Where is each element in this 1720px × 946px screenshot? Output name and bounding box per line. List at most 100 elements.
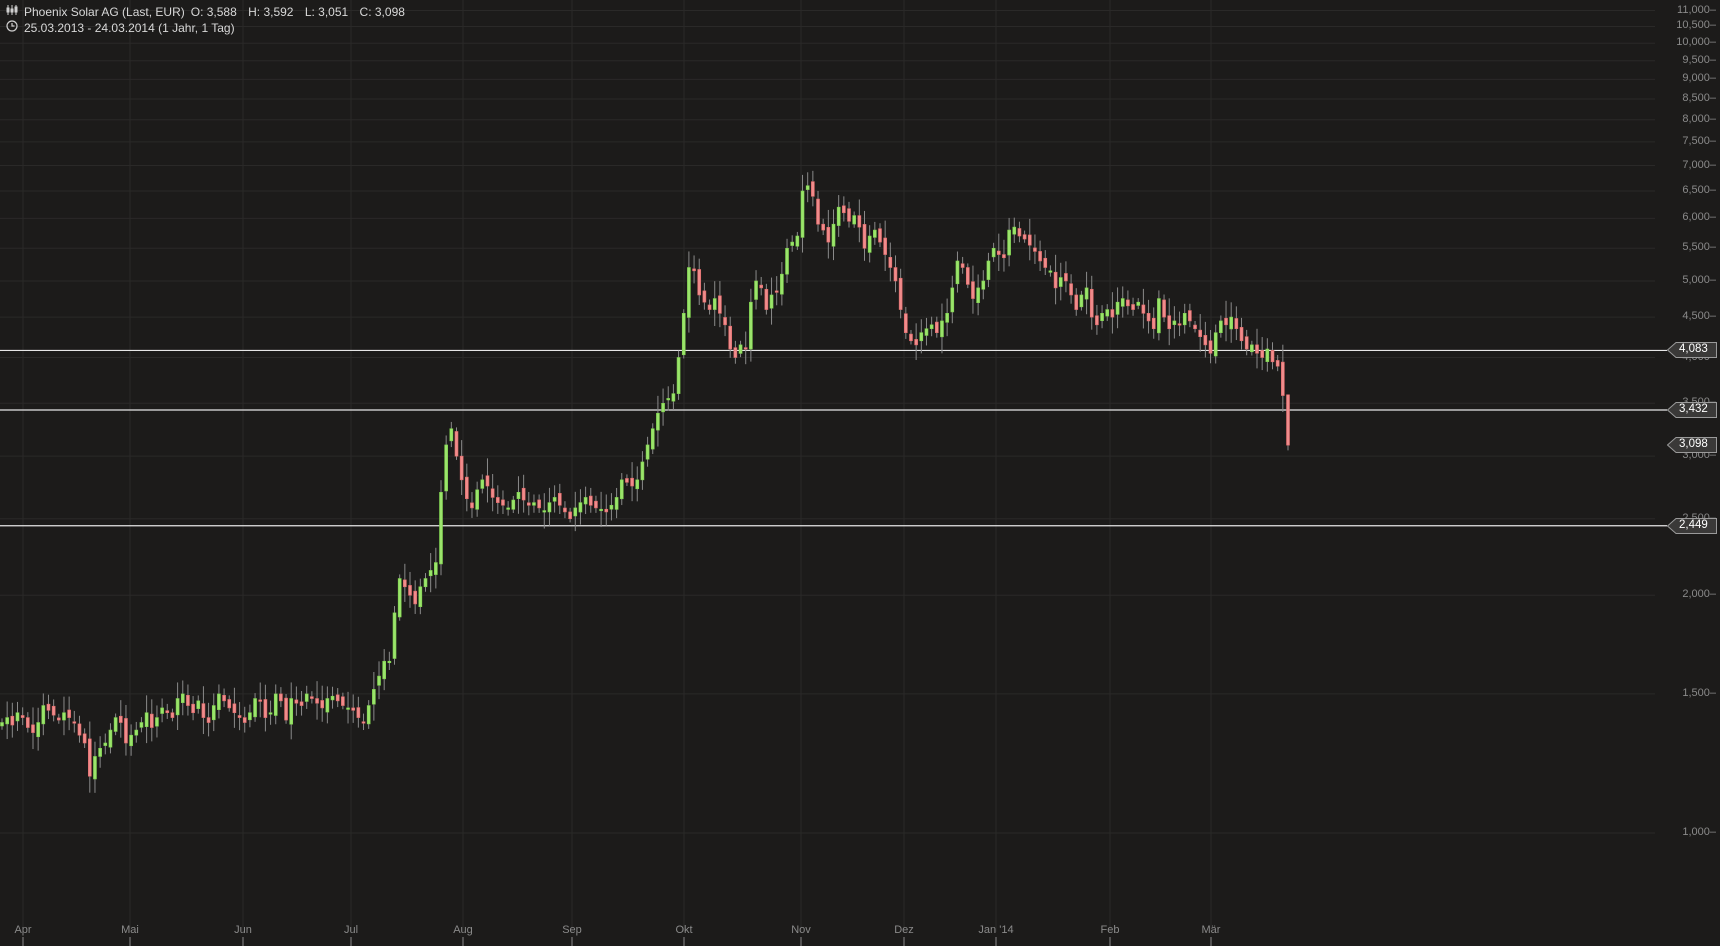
price-badge: 3,098 bbox=[1666, 437, 1717, 454]
candle-down bbox=[496, 497, 500, 503]
candle-down bbox=[26, 717, 30, 728]
date-range-row[interactable]: 25.03.2013 - 24.03.2014 (1 Jahr, 1 Tag) bbox=[6, 20, 235, 35]
candle-down bbox=[821, 223, 825, 231]
candle-down bbox=[341, 696, 345, 706]
date-range: 25.03.2013 - 24.03.2014 (1 Jahr, 1 Tag) bbox=[24, 20, 235, 35]
candle-up bbox=[93, 756, 97, 780]
high-value: H: 3,592 bbox=[248, 4, 294, 19]
candle-up bbox=[1172, 320, 1177, 325]
candle-down bbox=[124, 718, 128, 744]
price-badge: 4,083 bbox=[1666, 342, 1717, 359]
candle-down bbox=[87, 738, 92, 777]
badge-value: 3,432 bbox=[1679, 403, 1708, 416]
candle-down bbox=[454, 431, 459, 457]
candle-up bbox=[325, 698, 330, 713]
y-tick-label: 8,000– bbox=[1682, 112, 1716, 125]
badge-value: 4,083 bbox=[1679, 343, 1708, 356]
candle-up bbox=[981, 280, 986, 290]
candle-down bbox=[1244, 336, 1249, 350]
candle-up bbox=[108, 729, 113, 748]
candle-up bbox=[511, 499, 516, 510]
candle-down bbox=[996, 250, 1001, 255]
candle-up bbox=[346, 707, 350, 710]
candle-down bbox=[526, 502, 531, 506]
candle-down bbox=[1043, 257, 1048, 268]
x-tick-label: Nov bbox=[791, 924, 811, 936]
y-tick-label: 11,000– bbox=[1677, 3, 1716, 16]
candle-down bbox=[279, 693, 283, 702]
candle-down bbox=[1074, 294, 1079, 310]
candle-down bbox=[201, 703, 206, 718]
candle-up bbox=[382, 660, 386, 680]
candle-down bbox=[470, 502, 474, 509]
badge-arrow-shape bbox=[1666, 437, 1717, 454]
candle-up bbox=[687, 267, 691, 318]
candle-down bbox=[118, 715, 123, 723]
candle-down bbox=[1286, 394, 1290, 446]
x-tick-label: Sep bbox=[562, 924, 582, 936]
candle-up bbox=[0, 722, 4, 727]
x-tick-label: Aug bbox=[453, 924, 473, 936]
candle-down bbox=[774, 290, 779, 293]
candle-down bbox=[490, 488, 495, 498]
candle-down bbox=[1151, 317, 1156, 330]
candle-up bbox=[180, 693, 185, 703]
candle-up bbox=[103, 742, 108, 746]
candle-down bbox=[816, 198, 820, 225]
candle-down bbox=[1162, 299, 1166, 318]
badge-arrow-shape bbox=[1666, 342, 1717, 359]
candle-up bbox=[377, 675, 381, 686]
candle-down bbox=[31, 724, 35, 733]
candle-down bbox=[1177, 323, 1182, 326]
candle-down bbox=[242, 717, 247, 723]
x-axis-ticks bbox=[22, 937, 1212, 946]
candle-down bbox=[563, 507, 567, 513]
candle-up bbox=[1250, 344, 1254, 353]
candle-down bbox=[1255, 344, 1259, 354]
candle-up bbox=[542, 510, 547, 513]
candle-down bbox=[537, 499, 541, 509]
candle-up bbox=[754, 280, 758, 300]
candle-up bbox=[769, 294, 774, 309]
candle-down bbox=[361, 721, 366, 724]
candle-up bbox=[304, 693, 309, 702]
candle-up bbox=[211, 705, 216, 721]
candle-up bbox=[41, 705, 46, 725]
badge-arrow-shape bbox=[1666, 517, 1717, 534]
candle-down bbox=[294, 699, 299, 704]
candle-down bbox=[743, 347, 748, 350]
candle-up bbox=[36, 722, 40, 738]
candle-up bbox=[372, 689, 376, 705]
candle-down bbox=[811, 181, 815, 197]
candle-down bbox=[72, 721, 77, 724]
candle-up bbox=[1229, 316, 1233, 330]
horizontal-price-lines[interactable] bbox=[0, 349, 1667, 527]
candle-down bbox=[186, 695, 190, 706]
candle-up bbox=[1213, 332, 1218, 357]
candle-down bbox=[521, 487, 526, 501]
candle-up bbox=[439, 492, 443, 565]
candle-down bbox=[67, 709, 71, 718]
candle-up bbox=[516, 492, 521, 499]
candle-down bbox=[1095, 315, 1099, 326]
candle-down bbox=[1281, 361, 1285, 396]
y-tick-label: 10,500– bbox=[1676, 19, 1716, 32]
candle-up bbox=[650, 428, 655, 450]
x-tick-label: Mai bbox=[121, 924, 139, 936]
candle-down bbox=[568, 511, 572, 520]
candle-up bbox=[196, 700, 201, 709]
candle-down bbox=[320, 700, 325, 709]
candle-up bbox=[444, 444, 448, 492]
candle-down bbox=[258, 699, 263, 702]
candle-down bbox=[149, 713, 154, 728]
candle-up bbox=[785, 247, 789, 275]
chart-title-row: Phoenix Solar AG (Last, EUR) O: 3,588 H:… bbox=[6, 4, 413, 19]
candle-down bbox=[909, 333, 913, 342]
candle-down bbox=[857, 215, 862, 228]
y-tick-label: 7,000– bbox=[1682, 158, 1716, 171]
candle-down bbox=[1017, 228, 1022, 237]
candle-down bbox=[1141, 304, 1146, 314]
candle-up bbox=[547, 502, 552, 513]
candle-up bbox=[1157, 298, 1161, 334]
